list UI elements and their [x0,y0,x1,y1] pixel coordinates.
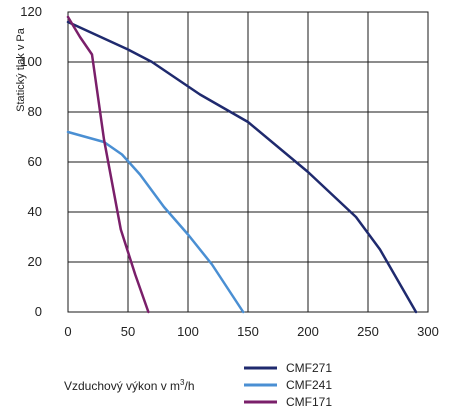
y-tick-label: 120 [20,4,42,19]
x-tick-label: 50 [121,324,135,339]
x-tick-label: 300 [417,324,439,339]
series-line-cmf241 [68,132,243,312]
series-lines [68,17,416,312]
series-line-cmf271 [68,22,416,312]
y-tick-label: 40 [28,204,42,219]
grid [68,12,428,312]
legend: CMF271 CMF241 CMF171 [244,361,332,409]
x-axis-label-text: Vzduchový výkon v m [64,379,180,393]
x-axis-label: Vzduchový výkon v m3/h [64,378,195,393]
y-tick-label: 80 [28,104,42,119]
x-axis-label-unit: /h [185,379,195,393]
x-axis-ticks: 0 50 100 150 200 250 300 [64,324,438,339]
legend-label-cmf241: CMF241 [286,378,332,392]
x-tick-label: 200 [297,324,319,339]
y-tick-label: 0 [35,304,42,319]
x-tick-label: 100 [177,324,199,339]
y-tick-label: 60 [28,154,42,169]
series-line-cmf171 [68,17,148,312]
y-tick-label: 20 [28,254,42,269]
x-tick-label: 0 [64,324,71,339]
y-axis-label: Statický tlak v Pa [15,27,27,112]
x-tick-label: 150 [237,324,259,339]
legend-label-cmf271: CMF271 [286,361,332,375]
legend-label-cmf171: CMF171 [286,395,332,409]
x-tick-label: 250 [357,324,379,339]
